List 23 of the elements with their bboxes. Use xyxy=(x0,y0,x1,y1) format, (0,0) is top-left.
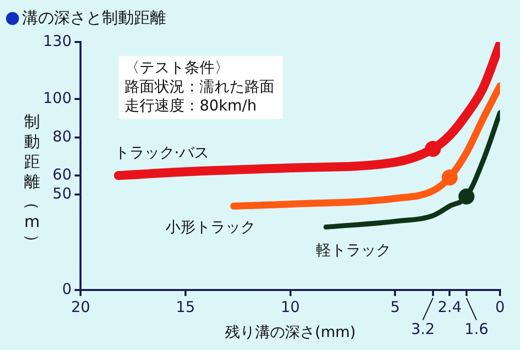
x-tick-label: 5 xyxy=(390,298,400,316)
annotation: 走行速度：80km/h xyxy=(124,96,257,114)
y-axis-title: 制動距離（m） xyxy=(22,112,42,252)
y-tick-label: 0 xyxy=(62,280,72,298)
y-tick-label: 100 xyxy=(42,89,72,108)
y-tick-label: 130 xyxy=(42,32,72,50)
x-tick-label: 0 xyxy=(495,298,505,316)
annotation: 〈テスト条件〉 xyxy=(124,58,230,76)
y-tick-label: 60 xyxy=(52,165,72,184)
x-axis-title: 残り溝の深さ(mm) xyxy=(224,322,356,341)
y-tick-label: 50 xyxy=(52,184,72,203)
chart-title: 溝の深さと制動距離 xyxy=(22,8,166,28)
series-label: 軽トラック xyxy=(316,240,391,259)
text: 1.6 xyxy=(464,320,488,338)
x-tick-label: 2.4 xyxy=(438,298,462,316)
annotation: 路面状況：濡れた路面 xyxy=(124,77,275,96)
x-tick-label: 20 xyxy=(71,298,90,316)
series-label: トラック·バス xyxy=(114,143,210,162)
x-tick-label: 10 xyxy=(280,298,300,316)
series-label: 小形トラック xyxy=(166,218,256,236)
x-tick-label: 15 xyxy=(176,298,196,316)
text: 3.2 xyxy=(410,320,435,338)
y-tick-label: 80 xyxy=(52,127,72,146)
